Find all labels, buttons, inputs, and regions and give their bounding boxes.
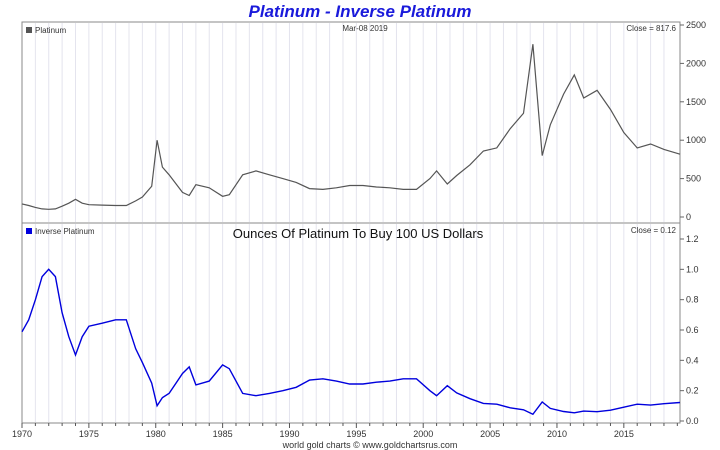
x-tick-label: 1980 <box>146 429 166 439</box>
x-tick-label: 2005 <box>480 429 500 439</box>
axes: 0 500 1000 1500 2000 2500 0.0 0.2 0.4 0.6 0.8 1.0 1.… <box>12 20 706 439</box>
bottom-panel-frame <box>21 222 681 424</box>
date-label: Mar-08 2019 <box>342 24 388 33</box>
top-panel-grid <box>34 23 665 222</box>
top-y-tick-label: 0 <box>686 212 691 222</box>
inverse-close-label: Close = 0.12 <box>631 226 677 235</box>
inverse-subtitle: Ounces Of Platinum To Buy 100 US Dollars <box>233 226 484 241</box>
chart-title: Platinum - Inverse Platinum <box>249 2 472 21</box>
footer-credit: world gold charts © www.goldchartsrus.co… <box>282 440 458 450</box>
top-y-tick-label: 1500 <box>686 97 706 107</box>
top-y-tick-label: 2000 <box>686 58 706 68</box>
platinum-legend: Platinum <box>35 26 66 35</box>
top-y-tick-label: 500 <box>686 174 701 184</box>
bottom-y-tick-label: 1.0 <box>686 264 699 274</box>
bottom-y-tick-label: 0.8 <box>686 295 699 305</box>
x-tick-label: 2015 <box>614 429 634 439</box>
top-panel-frame <box>21 21 681 224</box>
inverse-legend-swatch <box>26 228 32 234</box>
inverse-platinum-line <box>21 268 681 416</box>
bottom-y-tick-label: 0.0 <box>686 416 699 426</box>
top-y-tick-label: 2500 <box>686 20 706 30</box>
bottom-y-tick-label: 1.2 <box>686 234 699 244</box>
platinum-legend-swatch <box>26 27 32 33</box>
x-tick-label: 1970 <box>12 429 32 439</box>
inverse-legend: Inverse Platinum <box>35 227 95 236</box>
x-tick-label: 1990 <box>279 429 299 439</box>
top-y-tick-label: 1000 <box>686 135 706 145</box>
x-tick-label: 2000 <box>413 429 433 439</box>
x-tick-label: 1985 <box>213 429 233 439</box>
bottom-y-tick-label: 0.2 <box>686 386 699 396</box>
platinum-close-label: Close = 817.6 <box>626 24 676 33</box>
platinum-price-line <box>21 44 681 210</box>
bottom-y-tick-label: 0.4 <box>686 355 699 365</box>
x-tick-label: 1975 <box>79 429 99 439</box>
x-tick-label: 1995 <box>346 429 366 439</box>
bottom-panel-grid <box>34 224 665 422</box>
x-tick-label: 2010 <box>547 429 567 439</box>
bottom-y-tick-label: 0.6 <box>686 325 699 335</box>
